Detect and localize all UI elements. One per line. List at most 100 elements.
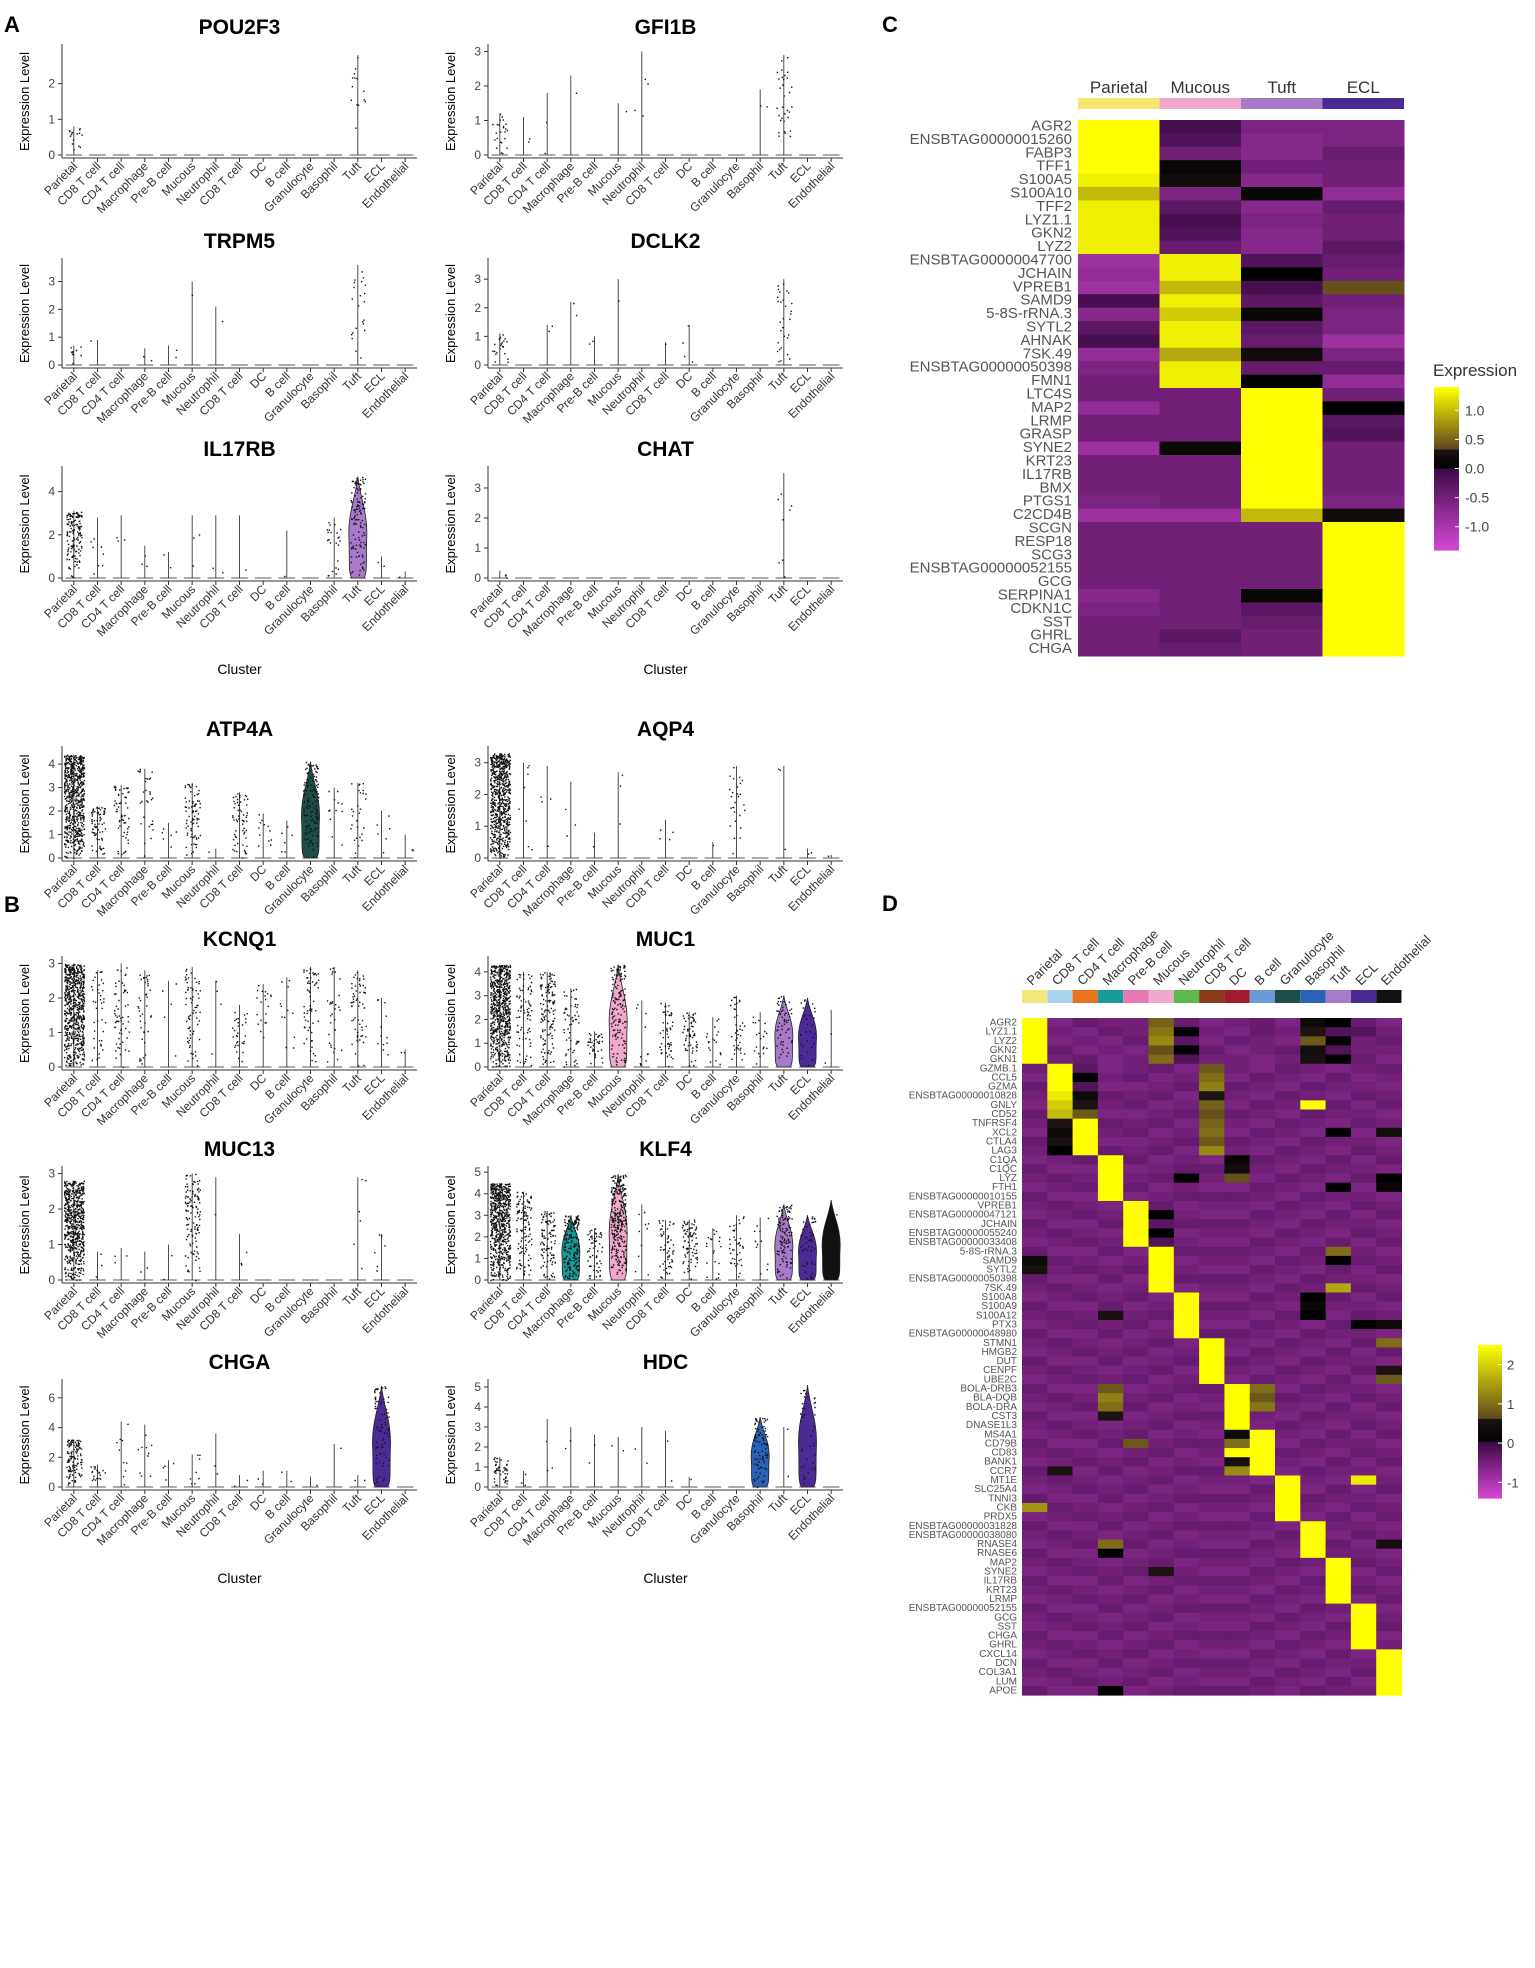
group-label: Endothelial (1378, 932, 1434, 988)
heat-cell (1072, 1356, 1099, 1367)
heat-cell (1173, 1420, 1200, 1431)
heat-cell (1078, 562, 1160, 577)
heat-cell (1224, 1347, 1251, 1358)
heat-cell (1322, 441, 1405, 456)
heat-cell (1350, 1502, 1377, 1513)
dots-parietal (63, 754, 86, 860)
heat-cell (1047, 1283, 1074, 1293)
dots-granulocyte (729, 1216, 745, 1278)
heat-cell (1159, 508, 1242, 523)
dots-endothelial (400, 1051, 406, 1054)
heat-cell (1376, 1429, 1402, 1440)
heat-cell (1350, 1219, 1377, 1229)
heat-cell (1173, 1585, 1200, 1595)
gene-label: ENSBTAG00000055240 (909, 1228, 1018, 1239)
y-tick-label: 2 (48, 804, 55, 818)
gene-label: AGR2 (1031, 117, 1072, 134)
heat-cell (1078, 481, 1160, 496)
heat-cell (1325, 1649, 1352, 1659)
gene-label: PRDX5 (984, 1512, 1018, 1523)
gene-label: ENSBTAG00000050398 (909, 1274, 1018, 1285)
dots-dc (682, 1012, 698, 1067)
gene-label: LYZ2 (994, 1036, 1018, 1047)
heat-cell (1350, 1374, 1377, 1385)
plot-title: MUC13 (204, 1138, 275, 1161)
heat-cell (1078, 522, 1160, 536)
heat-cell (1350, 1173, 1377, 1184)
heat-cell (1275, 1548, 1301, 1559)
heat-cell (1275, 1603, 1301, 1614)
gene-label: HMGB2 (981, 1347, 1017, 1358)
heat-cell (1173, 1438, 1200, 1449)
dots-parietal (66, 1439, 83, 1486)
gene-label: SYNE2 (984, 1567, 1017, 1578)
heat-cell (1224, 1493, 1251, 1504)
heat-cell (1241, 562, 1323, 577)
heat-cell (1350, 1045, 1377, 1056)
heat-cell (1376, 1265, 1402, 1275)
dots-cd8-t-cell (232, 793, 249, 859)
heat-cell (1173, 1265, 1200, 1275)
heat-cell (1022, 1201, 1048, 1211)
heat-cell (1199, 1045, 1225, 1056)
heat-cell (1047, 1219, 1074, 1229)
legend-swatch (1434, 441, 1459, 445)
heat-cell (1173, 1631, 1200, 1641)
heat-cell (1224, 1283, 1251, 1293)
legend-swatch (1478, 1447, 1502, 1451)
heat-cell (1072, 1649, 1099, 1659)
legend-tick-label: -0.5 (1465, 490, 1489, 506)
violin-fill-tuft (774, 995, 794, 1068)
heat-cell (1241, 187, 1323, 201)
heat-cell (1249, 1255, 1276, 1266)
heat-cell (1325, 1484, 1352, 1495)
heat-cell (1159, 495, 1242, 510)
legend-tick-label: -1.0 (1465, 519, 1489, 535)
heat-cell (1047, 1521, 1074, 1531)
heat-cell (1123, 1631, 1149, 1641)
heat-cell (1224, 1319, 1251, 1330)
gene-label: XCL2 (992, 1127, 1017, 1138)
gene-label: 5-8S-rRNA.3 (986, 305, 1072, 322)
gene-label: LTC4S (1026, 385, 1072, 402)
heat-cell (1322, 508, 1405, 523)
heat-cell (1159, 602, 1242, 617)
y-tick-label: 1 (48, 112, 55, 126)
heat-cell (1300, 1109, 1327, 1120)
heat-cell (1350, 1676, 1377, 1687)
heat-cell (1350, 1365, 1377, 1376)
heat-cell (1173, 1466, 1200, 1476)
gene-label: UBE2C (984, 1374, 1017, 1385)
y-tick-label: 2 (474, 1012, 481, 1026)
heat-cell (1275, 1685, 1301, 1696)
heat-cell (1123, 1685, 1149, 1696)
heat-cell (1350, 1393, 1377, 1403)
heat-cell (1376, 1109, 1402, 1120)
legend-swatch (1478, 1406, 1502, 1410)
heat-cell (1022, 1658, 1048, 1669)
heat-cell (1123, 1411, 1149, 1422)
gene-label: GKN2 (1031, 225, 1072, 242)
heat-cell (1325, 1530, 1352, 1541)
heat-cell (1148, 1127, 1175, 1138)
heat-cell (1376, 1466, 1402, 1476)
heat-cell (1072, 1072, 1099, 1083)
heat-cell (1199, 1036, 1225, 1046)
heat-cell (1159, 254, 1242, 268)
heat-cell (1173, 1173, 1200, 1184)
heat-cell (1022, 1585, 1048, 1595)
heat-cell (1224, 1576, 1251, 1586)
heat-cell (1159, 455, 1242, 469)
heat-cell (1072, 1036, 1099, 1046)
heat-cell (1173, 1310, 1200, 1321)
heat-cell (1173, 1027, 1200, 1037)
legend-swatch (1478, 1388, 1502, 1392)
heat-cell (1300, 1347, 1327, 1358)
heat-cell (1123, 1393, 1149, 1403)
group-bar-neutrophil (1173, 990, 1200, 1003)
heat-cell (1199, 1594, 1225, 1605)
heat-cell (1249, 1512, 1276, 1522)
heat-cell (1249, 1585, 1276, 1595)
legend-swatch (1478, 1490, 1502, 1494)
heat-cell (1022, 1018, 1048, 1028)
